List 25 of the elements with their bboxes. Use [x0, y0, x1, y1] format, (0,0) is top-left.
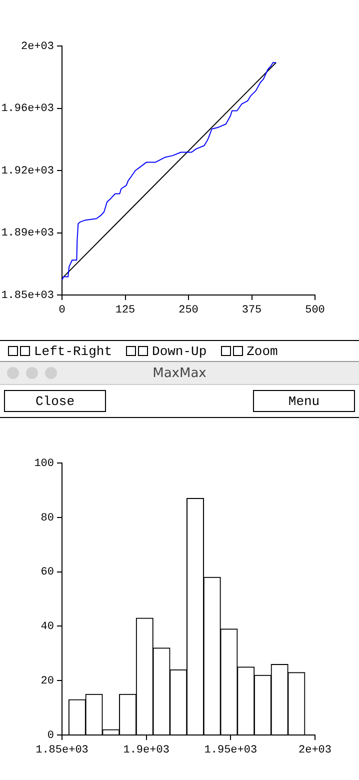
x-tick-label: 1.95e+03: [204, 744, 258, 757]
x-tick-label: 375: [242, 304, 262, 317]
y-tick-label: 2e+03: [20, 40, 54, 53]
x-tick-label: 1.9e+03: [123, 744, 170, 757]
x-tick-label: 125: [115, 304, 136, 317]
x-tick-label: 0: [58, 304, 66, 317]
button: Close: [4, 390, 106, 412]
y-tick-label: 1.85e+03: [1, 290, 54, 302]
y-tick-label: 0: [47, 730, 54, 742]
y-tick-label: 40: [40, 621, 54, 634]
text: Zoom: [246, 344, 278, 358]
y-tick-label: 80: [40, 512, 54, 524]
y-tick-label: 1.89e+03: [1, 228, 54, 240]
x-tick-label: 2e+03: [298, 744, 332, 757]
text: MaxMax: [152, 366, 206, 380]
y-tick-label: 1.92e+03: [1, 165, 54, 178]
text: Down-Up: [152, 344, 207, 358]
text: Left-Right: [34, 344, 112, 358]
y-tick-label: 1.96e+03: [1, 103, 54, 116]
y-tick-label: 20: [40, 676, 54, 688]
button: Menu: [253, 390, 355, 412]
y-tick-label: 100: [34, 458, 54, 470]
y-tick-label: 60: [40, 566, 54, 579]
x-tick-label: 500: [305, 304, 325, 317]
x-tick-label: 250: [178, 304, 198, 317]
